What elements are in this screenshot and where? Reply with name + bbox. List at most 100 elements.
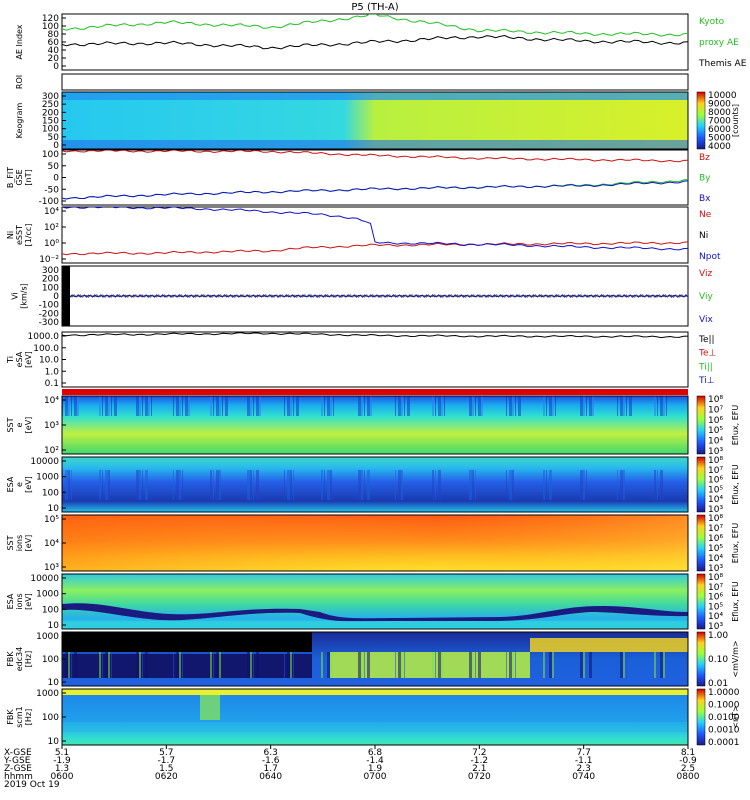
spectrogram-streak — [111, 396, 112, 416]
ytick-label: 100 — [42, 655, 59, 665]
spectrogram-streak — [469, 470, 472, 500]
series-line-bz — [62, 150, 688, 163]
ytick-label: 10.0 — [39, 356, 59, 366]
ytick-label: 10 — [48, 678, 60, 688]
spectrogram-streak — [136, 470, 139, 500]
ytick-label: 50 — [48, 133, 60, 143]
ytick-label: 10 — [48, 504, 60, 514]
colorbar-tick: 10000 — [708, 91, 737, 101]
spectrogram-streak — [210, 652, 212, 678]
spectrogram-streak — [151, 396, 152, 416]
spectrogram-streak — [111, 652, 112, 678]
spectrogram-streak — [580, 396, 583, 416]
ytick-label: 100 — [42, 150, 59, 160]
spectrogram-streak — [506, 396, 507, 416]
series-line-by — [62, 178, 688, 200]
spectrogram-streak — [253, 396, 254, 416]
spectrogram-streak — [216, 396, 219, 416]
footer-x-gse: 7.7 — [577, 748, 591, 758]
colorbar-tick: 10⁴ — [708, 612, 723, 622]
spectrogram-streak — [68, 470, 70, 500]
spectrogram-streak — [654, 396, 656, 416]
colorbar-label: Eflux, EFU — [731, 405, 740, 446]
colorbar-tick: 10⁵ — [708, 602, 723, 612]
spectrogram-streak — [324, 652, 325, 678]
colorbar-tick: 10³ — [708, 447, 723, 457]
colorbar-tick: 0.01 — [708, 679, 728, 689]
spectrogram-streak — [620, 470, 623, 500]
spectrogram-streak — [629, 396, 632, 416]
spectrogram-streak — [284, 396, 285, 416]
colorbars — [696, 91, 706, 746]
ytick-label: 10⁴ — [44, 539, 59, 549]
ylabel: FBK — [6, 651, 15, 667]
ylabel: ESA — [6, 593, 15, 609]
spectrogram-streak — [139, 652, 141, 678]
spectrogram-streak — [105, 652, 108, 678]
colorbar-label: <nT> — [731, 705, 740, 728]
ytick-label: 10² — [44, 223, 59, 233]
footer-y-gse: -1.7 — [158, 756, 176, 766]
ylabel: eSST — [15, 225, 24, 245]
spectrogram-streak — [438, 396, 441, 416]
footer-row-label: Z-GSE — [4, 764, 32, 774]
spectrogram-streak — [478, 396, 481, 416]
series-line-te- — [62, 332, 688, 339]
spectrogram-streak — [398, 652, 401, 678]
spectrogram-streak — [444, 396, 445, 416]
spectrogram-streak — [654, 652, 656, 678]
spectrogram-streak — [284, 470, 285, 500]
spectrogram-streak — [296, 396, 299, 416]
legend-label: Themis AE — [698, 59, 747, 69]
ytick-label: 0 — [53, 292, 59, 302]
spectrogram-streak — [549, 396, 552, 416]
spectrogram-streak — [102, 396, 103, 416]
ylabel: GSE — [15, 169, 24, 185]
ylabel: e — [15, 422, 24, 427]
spectrogram-streak — [543, 652, 545, 678]
spectrogram-streak — [108, 652, 110, 678]
colorbar-label: [counts] — [731, 104, 740, 137]
esa-e-fill — [62, 457, 688, 512]
ytick-label: 1000 — [36, 590, 59, 600]
spectrogram-streak — [142, 396, 143, 416]
spectrogram-streak — [617, 652, 618, 678]
fbk-e-fill — [62, 632, 688, 686]
footer-y-gse: -1.1 — [575, 756, 593, 766]
spectrogram-streak — [549, 470, 552, 500]
spectrogram-streak — [546, 652, 547, 678]
colorbar-tick: 0.1000 — [708, 701, 740, 711]
spectrogram-streak — [188, 396, 190, 416]
spectrogram-streak — [136, 396, 139, 416]
ytick-label: 10000 — [30, 574, 59, 584]
spectrogram-streak — [663, 396, 665, 416]
footer-x-gse: 6.8 — [368, 748, 383, 758]
ylabel: edc34 — [15, 647, 24, 672]
spectrogram-streak — [145, 396, 148, 416]
spectrogram-streak — [139, 470, 141, 500]
spectrogram-streak — [364, 470, 365, 500]
ylabel: scm1 — [15, 706, 24, 727]
spectrogram-streak — [432, 652, 434, 678]
spectrogram-streak — [580, 470, 583, 500]
ylabel: [km/s] — [20, 283, 29, 309]
ytick-label: -50 — [44, 185, 59, 195]
sst-i-fill — [62, 515, 688, 571]
spectrogram-streak — [654, 470, 656, 500]
ytick-label: -100 — [39, 301, 60, 311]
spectrogram-streak — [114, 396, 117, 416]
spectrogram-streak — [469, 652, 472, 678]
spectrogram-streak — [432, 396, 434, 416]
spectrogram-streak — [179, 396, 181, 416]
spectrogram-streak — [176, 396, 179, 416]
ytick-label: 0.1 — [45, 379, 59, 389]
colorbar-tick: 10³ — [708, 564, 723, 574]
spectrogram-streak — [475, 652, 476, 678]
colorbar-tick: 10⁷ — [708, 524, 723, 534]
ytick-label: 100 — [42, 22, 59, 32]
footer-z-gse: 2.3 — [577, 764, 591, 774]
spectrogram-streak — [142, 652, 143, 678]
spectrogram-streak — [108, 396, 110, 416]
spectrogram-streak — [361, 652, 363, 678]
spectrogram-streak — [182, 652, 183, 678]
